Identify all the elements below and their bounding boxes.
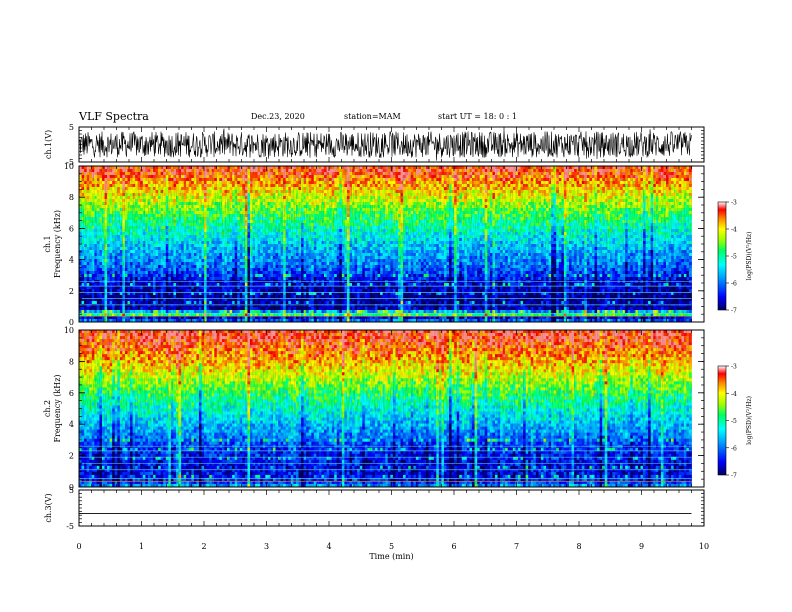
start-time-label: start UT = 18: 0 : 1 (438, 112, 517, 121)
chart-title: VLF Spectra (79, 110, 149, 123)
spectrogram-1-image (79, 166, 704, 323)
station-label: station=MAM (344, 112, 401, 121)
ch1-waveform-line (78, 128, 692, 161)
date-label: Dec.23, 2020 (251, 112, 305, 121)
